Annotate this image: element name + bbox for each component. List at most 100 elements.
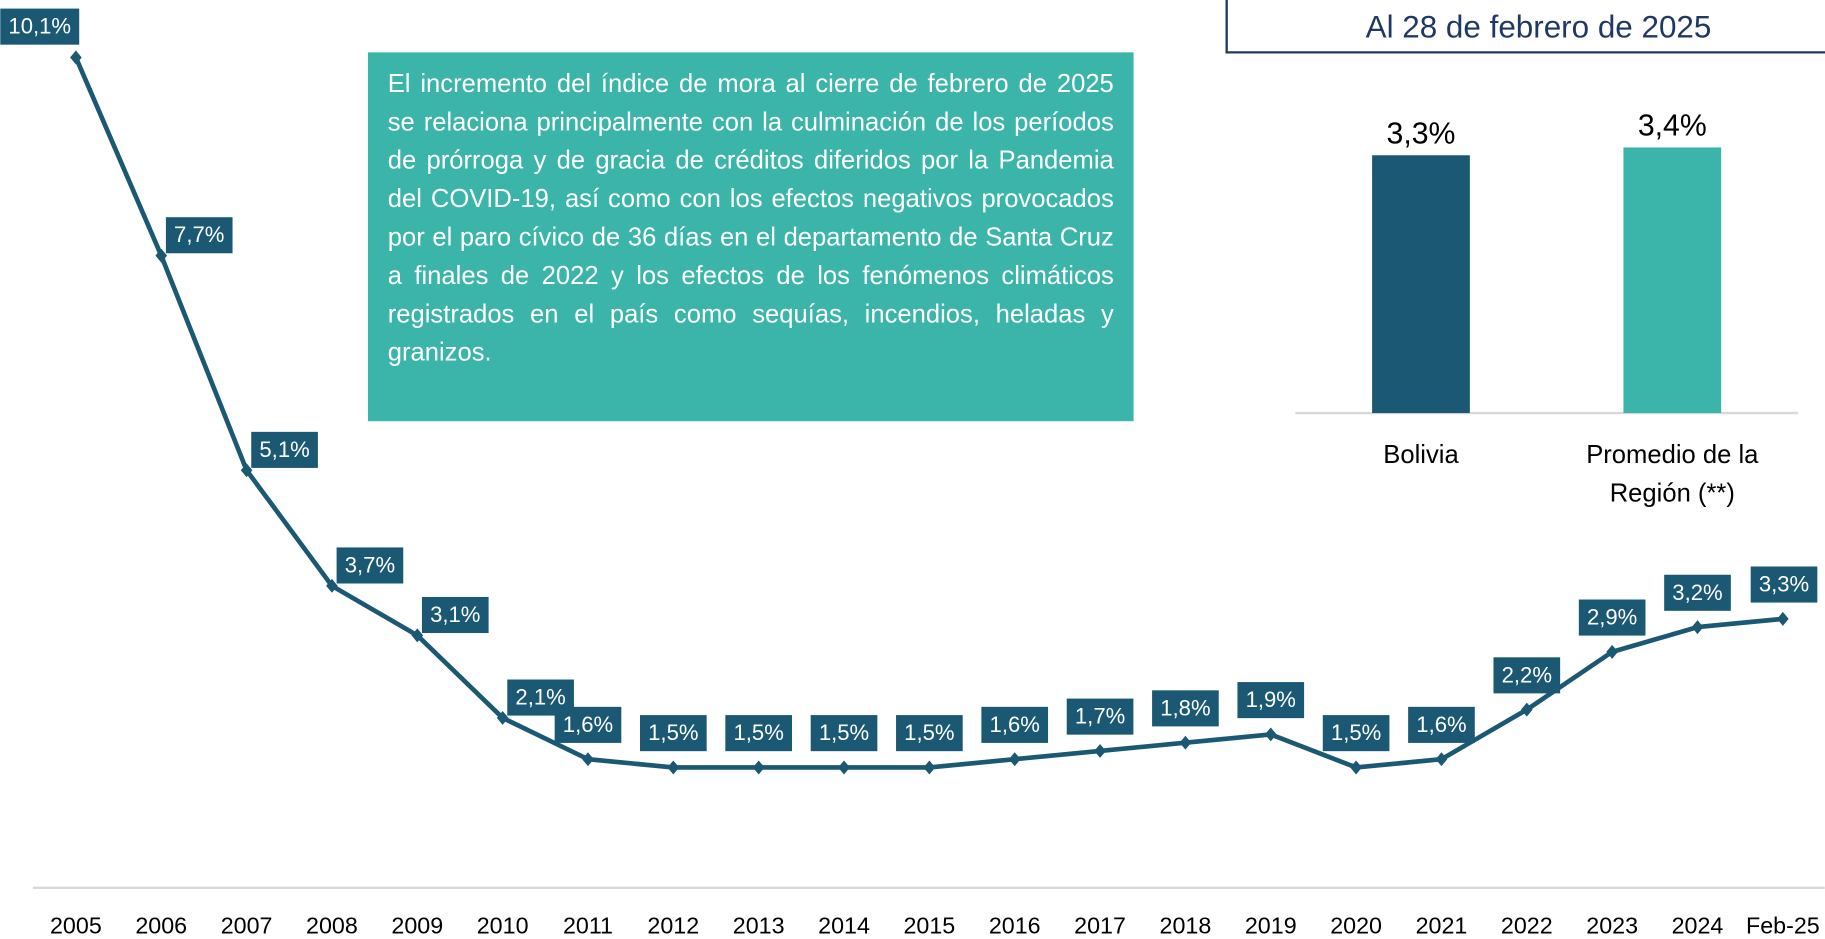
x-tick-label: 2009 xyxy=(391,913,443,939)
data-label: 7,7% xyxy=(174,222,224,247)
marker xyxy=(1094,743,1106,758)
data-label-group: 1,8% xyxy=(1152,690,1219,727)
x-tick-label-wrap: Promedio de la Región (**) xyxy=(1586,440,1758,507)
data-label-group: 1,6% xyxy=(981,706,1049,743)
data-label: 3,3% xyxy=(1387,117,1456,150)
data-label-group: 1,5% xyxy=(725,715,793,752)
x-tick-label-wrap: Bolivia xyxy=(1383,439,1459,469)
x-tick-label: 2015 xyxy=(903,913,955,939)
data-label-box xyxy=(554,706,622,743)
marker xyxy=(1777,611,1789,626)
x-tick-label: 2006 xyxy=(135,913,187,939)
marker xyxy=(1350,760,1362,775)
x-tick-label: 2011 xyxy=(563,913,613,939)
data-label: 1,8% xyxy=(1160,695,1210,720)
data-label-group: 3,7% xyxy=(336,547,404,584)
marker xyxy=(155,248,168,263)
x-tick-label: 2018 xyxy=(1160,913,1212,939)
data-label-box xyxy=(336,547,404,584)
data-label-box xyxy=(1578,599,1646,636)
data-label-group: 1,6% xyxy=(1408,706,1475,743)
x-tick-label: 2013 xyxy=(733,913,785,939)
data-label-group: 1,5% xyxy=(810,715,878,752)
data-label: 1,5% xyxy=(733,720,783,745)
data-label-box xyxy=(896,715,963,752)
data-label: 1,5% xyxy=(819,720,869,745)
data-label-group: 3,3% xyxy=(1750,566,1818,603)
data-label-box xyxy=(981,706,1049,743)
x-tick-label: Bolivia xyxy=(1383,439,1459,469)
x-tick-label: 2007 xyxy=(221,913,273,939)
x-tick-label: 2023 xyxy=(1586,913,1638,939)
data-label-box xyxy=(1408,706,1475,743)
data-label: 3,7% xyxy=(345,552,395,577)
x-tick-label: 2019 xyxy=(1245,913,1297,939)
marker xyxy=(1606,644,1618,659)
data-label: 3,4% xyxy=(1638,110,1707,143)
data-label-box xyxy=(640,715,707,752)
data-label-box xyxy=(1322,715,1390,752)
data-label: 3,1% xyxy=(430,602,480,627)
data-label: 1,5% xyxy=(904,720,954,745)
data-label: 1,7% xyxy=(1075,704,1125,729)
marker xyxy=(411,628,424,643)
data-label: 2,1% xyxy=(515,685,565,710)
marker xyxy=(838,760,850,775)
data-label-box xyxy=(251,431,318,468)
marker xyxy=(1264,727,1277,742)
data-label-group: 3,1% xyxy=(421,596,489,634)
marker xyxy=(240,463,253,478)
bar xyxy=(1372,155,1470,414)
data-label: 2,2% xyxy=(1502,662,1552,687)
data-label-group: 1,5% xyxy=(640,715,707,752)
marker xyxy=(496,710,509,725)
data-label-box xyxy=(1066,698,1134,735)
x-tick-label: 2021 xyxy=(1416,913,1468,939)
annotation: El incremento del índice de mora al cier… xyxy=(387,68,1114,367)
data-label: 3,2% xyxy=(1672,580,1722,605)
annotation-wrap: El incremento del índice de mora al cier… xyxy=(387,68,1114,367)
x-tick-label: Feb-25 xyxy=(1746,913,1820,939)
marker xyxy=(1008,752,1021,767)
x-tick-label: 2005 xyxy=(50,913,102,939)
data-label-box xyxy=(1493,657,1561,694)
annotation-box xyxy=(367,52,1134,422)
data-label-box xyxy=(1664,574,1731,611)
x-tick-label: 2014 xyxy=(818,913,870,939)
data-label: 3,3% xyxy=(1759,572,1809,597)
data-label-box xyxy=(725,715,793,752)
data-label-box xyxy=(1152,690,1219,727)
data-label: 2,9% xyxy=(1587,605,1637,630)
data-label-group: 1,9% xyxy=(1237,682,1305,719)
x-tick-label: 2024 xyxy=(1672,913,1724,939)
inset-frame xyxy=(1225,0,1825,54)
inset-title: Al 28 de febrero de 2025 xyxy=(1366,9,1712,44)
data-label-box xyxy=(1750,566,1818,603)
marker xyxy=(752,760,765,775)
x-tick-label: 2008 xyxy=(306,913,358,939)
x-tick-label: 2020 xyxy=(1330,913,1382,939)
marker xyxy=(923,760,936,775)
marker xyxy=(1691,620,1704,635)
data-label: 5,1% xyxy=(259,437,309,462)
marker xyxy=(582,752,594,767)
data-label: 1,6% xyxy=(563,712,613,737)
data-label-group: 2,9% xyxy=(1578,599,1646,636)
data-label: 10,1% xyxy=(8,14,71,39)
data-label-group: 1,5% xyxy=(1322,715,1390,752)
marker xyxy=(326,578,338,593)
marker xyxy=(667,760,680,775)
data-label-box xyxy=(0,8,80,45)
data-label: 1,6% xyxy=(990,712,1040,737)
data-label: 1,5% xyxy=(1331,720,1381,745)
data-label-box xyxy=(1237,682,1305,719)
data-label-group: 7,7% xyxy=(165,217,233,254)
data-label-group: 3,2% xyxy=(1664,574,1731,611)
data-label: 1,9% xyxy=(1246,687,1296,712)
bar xyxy=(1623,147,1722,414)
x-tick-label: 2017 xyxy=(1074,913,1126,939)
data-label-group: 1,7% xyxy=(1066,698,1134,735)
data-label-group: 1,6% xyxy=(554,706,622,743)
data-label-box xyxy=(165,217,233,254)
